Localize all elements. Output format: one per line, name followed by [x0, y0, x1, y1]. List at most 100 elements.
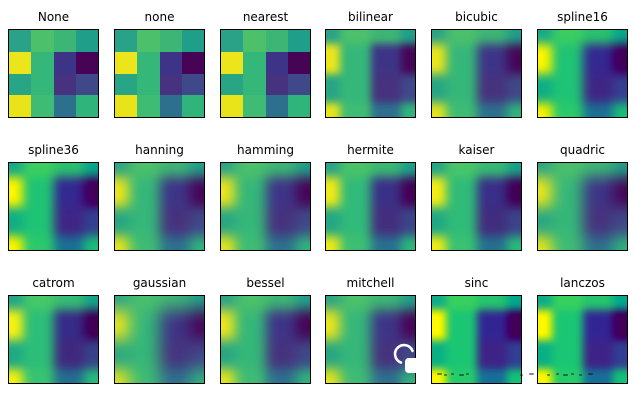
heatmap-cell	[287, 51, 310, 74]
heatmap-cell	[83, 339, 98, 370]
heatmap-cell	[53, 73, 76, 96]
heatmap-cell	[53, 51, 76, 74]
heatmap-cell	[552, 43, 583, 74]
heatmap-cells	[432, 296, 521, 383]
heatmap-cell	[446, 43, 477, 74]
heatmap-cell	[340, 30, 371, 44]
subplot-hermite: hermite	[325, 141, 416, 251]
heatmap-cell	[400, 339, 415, 370]
heatmap-cell	[432, 236, 447, 250]
heatmap-cell	[582, 236, 613, 250]
heatmap-cell	[265, 51, 288, 74]
heatmap-cell	[159, 51, 182, 74]
heatmap-cell	[115, 236, 130, 250]
heatmap-cell	[9, 51, 32, 74]
heatmap-cell	[75, 30, 98, 52]
heatmap-cell	[189, 369, 204, 383]
heatmap-cell	[53, 296, 84, 310]
heatmap-cell	[115, 369, 130, 383]
heatmap-cell	[9, 296, 24, 310]
heatmap-cell	[53, 309, 84, 340]
interpolated-image	[114, 162, 205, 251]
heatmap-cells	[9, 163, 98, 250]
heatmap-cell	[582, 176, 613, 207]
heatmap-cell	[538, 206, 553, 237]
heatmap-cell	[538, 369, 553, 383]
heatmap-cell	[612, 30, 627, 44]
heatmap-cell	[83, 369, 98, 383]
heatmap-cell	[446, 206, 477, 237]
heatmap-cell	[235, 163, 266, 177]
heatmap-cell	[340, 103, 371, 117]
interpolated-image	[325, 295, 416, 384]
heatmap-cell	[23, 163, 54, 177]
heatmap-cells	[326, 163, 415, 250]
heatmap-cell	[23, 296, 54, 310]
heatmap-cell	[265, 296, 296, 310]
heatmap-cell	[582, 339, 613, 370]
heatmap-cell	[612, 236, 627, 250]
heatmap-cell	[235, 176, 266, 207]
heatmap-cell	[538, 309, 553, 340]
heatmap-cell	[582, 369, 613, 383]
subplot-lanczos: lanczos	[537, 274, 628, 384]
heatmap-cell	[53, 206, 84, 237]
heatmap-cell	[115, 30, 138, 52]
heatmap-cell	[340, 369, 371, 383]
heatmap-cell	[612, 43, 627, 74]
interpolated-image	[114, 29, 205, 118]
heatmap-cell	[115, 309, 130, 340]
heatmap-cell	[400, 309, 415, 340]
heatmap-cell	[538, 236, 553, 250]
heatmap-cell	[370, 309, 401, 340]
heatmap-cell	[295, 369, 310, 383]
heatmap-cell	[129, 339, 160, 370]
heatmap-cell	[181, 73, 204, 96]
subplot-none: none	[114, 8, 205, 118]
heatmap-cell	[159, 296, 190, 310]
heatmap-cell	[221, 206, 236, 237]
heatmap-cell	[476, 309, 507, 340]
heatmap-cell	[446, 163, 477, 177]
heatmap-cell	[446, 369, 477, 383]
subplot-title: bessel	[246, 276, 285, 290]
heatmap-cell	[53, 369, 84, 383]
subplot-title: None	[37, 10, 70, 24]
subplot-title: nearest	[242, 10, 289, 24]
heatmap-cell	[221, 296, 236, 310]
heatmap-cells	[432, 30, 521, 117]
heatmap-cell	[612, 103, 627, 117]
heatmap-cells	[538, 30, 627, 117]
interpolated-image	[8, 162, 99, 251]
heatmap-cell	[115, 339, 130, 370]
heatmap-cell	[400, 236, 415, 250]
heatmap-cell	[506, 73, 521, 104]
subplot-title: sinc	[464, 276, 489, 290]
heatmap-cell	[221, 236, 236, 250]
heatmap-cells	[538, 296, 627, 383]
heatmap-cell	[432, 369, 447, 383]
interpolated-image	[431, 162, 522, 251]
heatmap-cell	[400, 43, 415, 74]
heatmap-cell	[295, 206, 310, 237]
heatmap-cell	[612, 339, 627, 370]
heatmap-cell	[235, 309, 266, 340]
heatmap-cell	[221, 176, 236, 207]
heatmap-cells	[115, 296, 204, 383]
heatmap-cell	[115, 176, 130, 207]
heatmap-cell	[476, 236, 507, 250]
heatmap-cell	[612, 176, 627, 207]
heatmap-cell	[295, 309, 310, 340]
subplot-spline16: spline16	[537, 8, 628, 118]
heatmap-cell	[83, 296, 98, 310]
heatmap-cell	[189, 206, 204, 237]
heatmap-cell	[265, 30, 288, 52]
heatmap-cell	[9, 30, 32, 52]
heatmap-cell	[265, 163, 296, 177]
heatmap-cell	[370, 369, 401, 383]
heatmap-cell	[370, 30, 401, 44]
heatmap-cell	[400, 369, 415, 383]
heatmap-cell	[295, 163, 310, 177]
subplot-spline36: spline36	[8, 141, 99, 251]
